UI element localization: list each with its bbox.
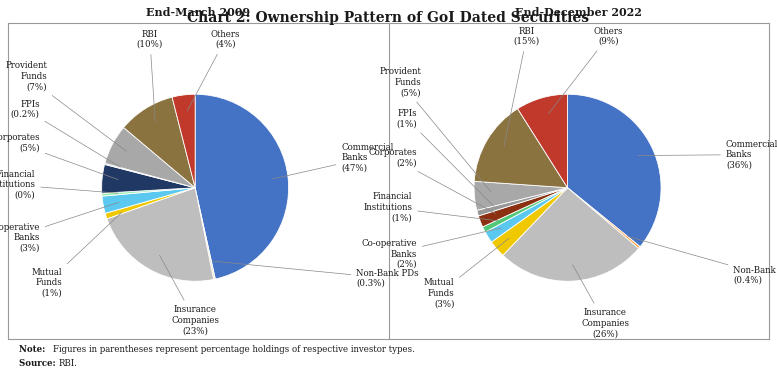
Wedge shape	[486, 188, 567, 242]
Text: RBI
(10%): RBI (10%)	[137, 30, 163, 122]
Text: Commercial
Banks
(47%): Commercial Banks (47%)	[272, 143, 394, 179]
Wedge shape	[517, 94, 567, 188]
Text: Corporates
(5%): Corporates (5%)	[0, 133, 118, 179]
Title: End-March 2009: End-March 2009	[146, 7, 250, 18]
Text: Source:: Source:	[19, 359, 59, 368]
Wedge shape	[102, 164, 195, 193]
Text: Mutual
Funds
(1%): Mutual Funds (1%)	[32, 212, 122, 298]
Wedge shape	[503, 188, 639, 281]
Text: FPIs
(1%): FPIs (1%)	[396, 109, 493, 206]
Text: Provident
Funds
(5%): Provident Funds (5%)	[379, 67, 491, 192]
Text: Co-operative
Banks
(2%): Co-operative Banks (2%)	[361, 228, 501, 269]
Wedge shape	[491, 188, 567, 255]
Wedge shape	[479, 188, 567, 227]
Text: Provident
Funds
(7%): Provident Funds (7%)	[5, 61, 127, 152]
Wedge shape	[172, 94, 195, 188]
Text: Mutual
Funds
(3%): Mutual Funds (3%)	[423, 238, 509, 308]
Text: Corporates
(2%): Corporates (2%)	[368, 148, 496, 213]
Text: Insurance
Companies
(26%): Insurance Companies (26%)	[573, 265, 629, 338]
Text: RBI
(15%): RBI (15%)	[504, 27, 540, 147]
Text: FPIs
(0.2%): FPIs (0.2%)	[11, 100, 120, 167]
Text: RBI.: RBI.	[58, 359, 77, 368]
Text: Others
(4%): Others (4%)	[187, 30, 240, 111]
Text: Chart 2: Ownership Pattern of GoI Dated Securities: Chart 2: Ownership Pattern of GoI Dated …	[187, 11, 590, 25]
Wedge shape	[567, 188, 640, 248]
Wedge shape	[195, 94, 288, 279]
Text: Financial
Institutions
(1%): Financial Institutions (1%)	[363, 192, 498, 222]
Text: Co-operative
Banks
(3%): Co-operative Banks (3%)	[0, 202, 119, 253]
Title: End-December 2022: End-December 2022	[515, 7, 643, 18]
Text: Commercial
Banks
(36%): Commercial Banks (36%)	[638, 139, 777, 170]
Text: Note:: Note:	[19, 345, 49, 354]
Wedge shape	[107, 188, 214, 281]
Text: Others
(9%): Others (9%)	[549, 27, 623, 114]
Wedge shape	[567, 94, 661, 247]
Wedge shape	[477, 188, 567, 216]
Wedge shape	[474, 181, 567, 210]
Wedge shape	[102, 188, 195, 213]
Wedge shape	[105, 163, 195, 188]
Text: Non-Bank PDs
(0.4%): Non-Bank PDs (0.4%)	[628, 236, 777, 285]
Wedge shape	[124, 97, 195, 188]
Text: Figures in parentheses represent percentage holdings of respective investor type: Figures in parentheses represent percent…	[53, 345, 415, 354]
Wedge shape	[105, 127, 195, 188]
Text: Financial
Institutions
(0%): Financial Institutions (0%)	[0, 170, 118, 200]
Wedge shape	[102, 188, 195, 196]
Wedge shape	[195, 188, 215, 279]
Wedge shape	[483, 188, 567, 232]
Text: Non-Bank PDs
(0.3%): Non-Bank PDs (0.3%)	[214, 261, 419, 288]
Wedge shape	[105, 188, 195, 219]
Wedge shape	[474, 109, 567, 188]
Text: Insurance
Companies
(23%): Insurance Companies (23%)	[159, 255, 219, 335]
